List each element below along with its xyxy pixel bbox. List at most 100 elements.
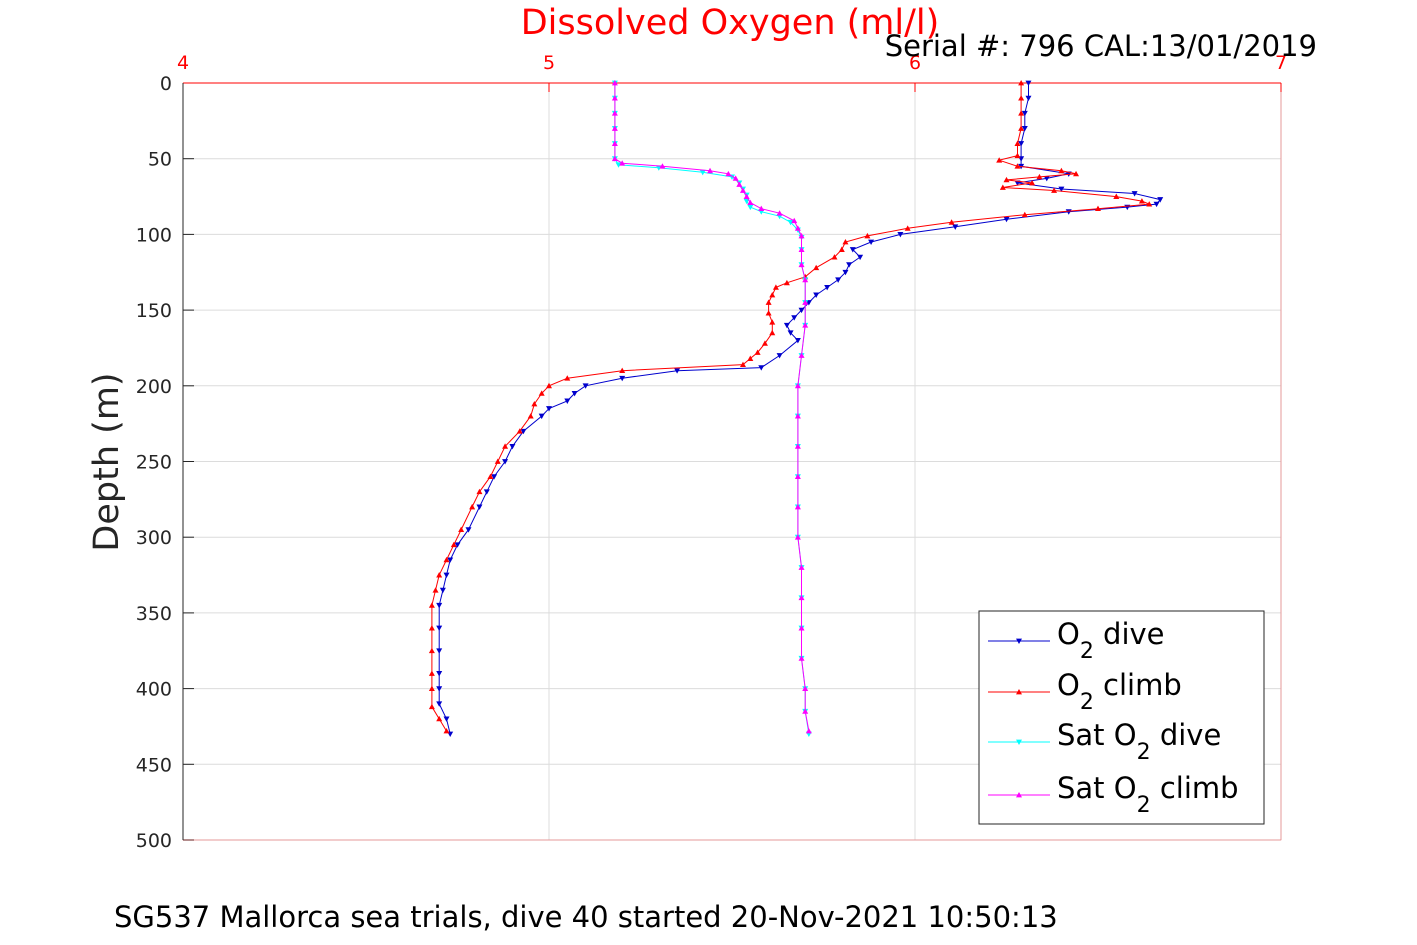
data-point xyxy=(798,594,805,601)
series-3 xyxy=(611,80,812,734)
data-point xyxy=(502,443,509,449)
legend-box xyxy=(978,610,1265,825)
data-point xyxy=(1021,126,1028,132)
x-tick-label: 7 xyxy=(1275,52,1287,74)
data-point xyxy=(952,224,959,230)
data-point xyxy=(798,655,805,661)
data-point xyxy=(787,219,794,226)
data-point xyxy=(754,349,761,355)
data-point xyxy=(659,163,666,169)
data-point xyxy=(491,474,498,480)
data-point xyxy=(502,459,509,465)
data-point xyxy=(802,708,809,714)
data-point xyxy=(798,625,805,631)
data-point xyxy=(509,443,516,450)
data-point xyxy=(564,375,571,381)
data-point xyxy=(1018,80,1025,86)
data-point xyxy=(1021,110,1028,117)
data-point xyxy=(1058,186,1065,192)
data-point xyxy=(432,587,439,593)
data-point xyxy=(846,262,853,268)
data-point xyxy=(436,671,443,677)
data-point xyxy=(1003,216,1010,223)
data-point xyxy=(805,727,812,734)
data-point xyxy=(1146,201,1153,207)
data-point xyxy=(619,160,626,166)
data-point xyxy=(483,489,490,495)
data-point xyxy=(791,217,798,224)
data-point xyxy=(794,382,801,389)
y-tick-labels: 0 50 100 150 200 250 300 350 400 450 500 xyxy=(136,73,172,852)
data-point xyxy=(1018,125,1025,131)
data-point xyxy=(476,488,483,495)
data-point xyxy=(439,587,446,594)
data-point xyxy=(1014,180,1021,186)
data-point xyxy=(868,239,875,245)
data-point xyxy=(798,564,805,570)
data-point xyxy=(772,284,779,290)
data-point xyxy=(1073,170,1080,177)
data-point xyxy=(531,400,538,407)
data-point xyxy=(1025,80,1032,86)
data-point xyxy=(538,413,545,420)
data-point xyxy=(758,365,765,371)
data-point xyxy=(747,199,754,206)
data-point xyxy=(564,398,571,404)
data-point xyxy=(849,247,856,253)
data-point xyxy=(443,556,450,563)
data-point xyxy=(802,276,809,283)
data-point xyxy=(1029,179,1036,186)
x-tick-label: 5 xyxy=(543,52,555,74)
data-point xyxy=(1014,152,1021,159)
data-point xyxy=(725,170,732,177)
data-point xyxy=(611,140,618,146)
x-tick-label: 4 xyxy=(177,52,189,74)
data-point xyxy=(813,264,820,271)
data-point xyxy=(794,413,801,419)
data-point xyxy=(436,625,443,632)
data-point xyxy=(999,184,1006,190)
data-point xyxy=(791,315,798,321)
data-point xyxy=(904,225,911,231)
data-point xyxy=(582,383,589,389)
data-point xyxy=(428,703,435,710)
data-point xyxy=(443,572,450,579)
data-point xyxy=(776,353,783,359)
y-tick-label: 100 xyxy=(136,224,172,246)
data-point xyxy=(436,648,443,654)
data-point xyxy=(428,625,435,631)
data-point xyxy=(824,284,831,291)
data-point xyxy=(465,527,472,533)
data-point xyxy=(527,413,534,419)
y-tick-label: 50 xyxy=(148,149,172,171)
y-tick-label: 0 xyxy=(160,73,172,95)
data-point xyxy=(1018,110,1025,116)
x-tick-label: 6 xyxy=(909,52,921,74)
x-tick-labels: 4 5 6 7 xyxy=(177,52,1287,74)
data-point xyxy=(436,701,443,707)
data-point xyxy=(707,167,714,174)
data-point xyxy=(469,503,476,510)
data-point xyxy=(747,204,754,211)
legend-marker xyxy=(1016,792,1022,798)
data-point xyxy=(611,155,618,162)
data-point xyxy=(802,685,809,691)
data-point xyxy=(428,647,435,654)
data-point xyxy=(1014,163,1021,169)
legend-marker xyxy=(1016,638,1022,644)
data-point xyxy=(857,254,864,261)
data-point xyxy=(769,319,776,325)
data-point xyxy=(864,232,871,239)
data-point xyxy=(674,368,681,374)
data-point xyxy=(436,686,443,692)
data-point xyxy=(1095,205,1101,212)
data-point xyxy=(783,322,790,329)
data-point xyxy=(732,175,739,181)
data-point xyxy=(619,367,626,374)
data-point xyxy=(428,602,435,608)
data-point xyxy=(1018,141,1025,147)
legend-entry: Sat O2 dive xyxy=(1057,718,1221,765)
data-point xyxy=(476,504,483,510)
data-point xyxy=(436,602,443,609)
